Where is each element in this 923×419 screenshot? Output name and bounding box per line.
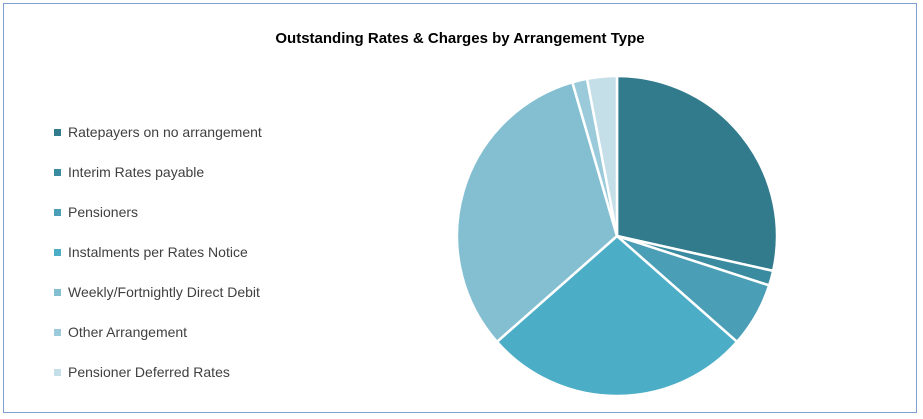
legend-label: Weekly/Fortnightly Direct Debit [68, 284, 260, 300]
legend-item-pensioners: Pensioners [54, 192, 262, 232]
legend-item-weekly-fortnightly-direct-debit: Weekly/Fortnightly Direct Debit [54, 272, 262, 312]
chart-title: Outstanding Rates & Charges by Arrangeme… [275, 30, 645, 47]
pie-slice-weekly-fortnightly-direct-debit [455, 81, 619, 344]
legend-swatch [54, 168, 61, 176]
legend-item-instalments-per-rates-notice: Instalments per Rates Notice [54, 232, 262, 272]
pie-chart [455, 74, 779, 398]
legend-label: Pensioners [68, 204, 139, 220]
legend-swatch [54, 328, 61, 336]
legend-swatch [54, 368, 61, 376]
pie-slice-instalments-per-rates-notice [495, 234, 739, 398]
legend-label: Interim Rates payable [68, 164, 205, 180]
legend-label: Pensioner Deferred Rates [68, 364, 230, 380]
chart-legend: Ratepayers on no arrangement Interim Rate… [54, 112, 262, 392]
legend-swatch [54, 288, 61, 296]
chart-frame: Outstanding Rates & Charges by Arrangeme… [3, 3, 917, 413]
legend-label: Ratepayers on no arrangement [68, 124, 262, 140]
legend-swatch [54, 208, 61, 216]
legend-item-ratepayers-on-no-arrangement: Ratepayers on no arrangement [54, 112, 262, 152]
pie-slice-ratepayers-on-no-arrangement [615, 74, 779, 273]
legend-item-pensioner-deferred-rates: Pensioner Deferred Rates [54, 352, 262, 392]
legend-label: Instalments per Rates Notice [68, 244, 248, 260]
legend-item-other-arrangement: Other Arrangement [54, 312, 262, 352]
legend-item-interim-rates-payable: Interim Rates payable [54, 152, 262, 192]
pie-slice-pensioner-deferred-rates [585, 74, 619, 238]
legend-label: Other Arrangement [68, 324, 188, 340]
legend-swatch [54, 128, 61, 136]
legend-swatch [54, 248, 61, 256]
